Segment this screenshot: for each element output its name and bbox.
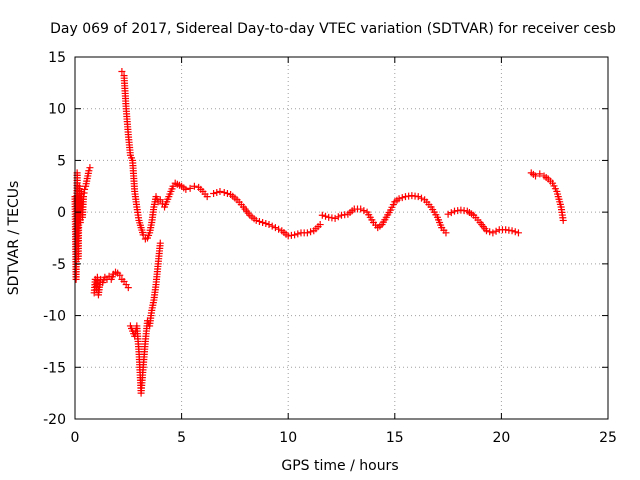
data-point xyxy=(442,229,450,237)
data-point xyxy=(316,221,324,229)
data-point xyxy=(482,227,490,235)
data-point xyxy=(252,216,260,224)
x-tick-label: 20 xyxy=(492,430,510,446)
data-point xyxy=(492,227,500,235)
y-tick-label: 15 xyxy=(48,50,66,66)
data-point xyxy=(262,220,270,228)
data-point xyxy=(447,209,455,217)
data-point xyxy=(395,195,403,203)
data-series xyxy=(71,67,567,397)
data-point xyxy=(216,187,224,195)
y-tick-label: -20 xyxy=(43,412,66,428)
data-point xyxy=(259,218,267,226)
data-point xyxy=(414,193,422,201)
data-point xyxy=(182,185,190,193)
data-point xyxy=(85,167,93,175)
plot-frame xyxy=(74,56,609,420)
data-point xyxy=(322,212,330,220)
data-point xyxy=(398,194,406,202)
y-tick-label: -10 xyxy=(43,309,66,325)
data-point xyxy=(331,214,339,222)
x-axis-label: GPS time / hours xyxy=(281,458,398,474)
y-axis-label: SDTVAR / TECUs xyxy=(6,181,22,296)
data-point xyxy=(444,210,452,218)
chart-title: Day 069 of 2017, Sidereal Day-to-day VTE… xyxy=(50,21,616,37)
data-point xyxy=(220,188,228,196)
data-point xyxy=(186,184,194,192)
data-point xyxy=(294,230,302,238)
data-point xyxy=(334,213,342,221)
data-point xyxy=(357,205,365,213)
y-tick-label: -15 xyxy=(43,360,66,376)
data-point xyxy=(213,188,221,196)
data-point xyxy=(271,224,279,232)
data-point xyxy=(265,221,273,229)
data-point xyxy=(116,271,124,279)
data-point xyxy=(124,284,132,292)
data-point xyxy=(255,217,263,225)
x-tick-label: 25 xyxy=(599,430,617,446)
x-tick-label: 5 xyxy=(177,430,186,446)
data-point xyxy=(536,170,544,178)
data-point xyxy=(291,231,299,239)
x-tick-label: 15 xyxy=(386,430,404,446)
data-point xyxy=(360,207,368,215)
y-tick-label: 10 xyxy=(48,102,66,118)
data-point xyxy=(489,229,497,237)
data-point xyxy=(514,229,522,237)
data-point xyxy=(268,222,276,230)
x-axis-ticks: 0 5 10 15 20 25 xyxy=(71,57,617,446)
data-point xyxy=(417,194,425,202)
data-point xyxy=(156,196,164,204)
data-point xyxy=(511,228,519,236)
data-point xyxy=(81,185,89,193)
y-tick-label: 0 xyxy=(57,205,66,221)
data-point xyxy=(156,239,164,247)
data-point xyxy=(118,67,126,75)
x-tick-label: 10 xyxy=(279,430,297,446)
data-point xyxy=(275,225,283,233)
data-point xyxy=(210,190,218,198)
data-point xyxy=(223,190,231,198)
data-point xyxy=(532,172,540,180)
y-tick-label: 5 xyxy=(57,153,66,169)
data-point xyxy=(318,211,326,219)
data-point xyxy=(303,229,311,237)
data-point xyxy=(190,182,198,190)
data-point xyxy=(307,228,315,236)
x-tick-label: 0 xyxy=(71,430,80,446)
data-point xyxy=(559,216,567,224)
y-tick-label: -5 xyxy=(52,257,66,273)
data-point xyxy=(203,193,211,201)
y-axis-ticks: 15 10 5 0 -5 -10 -15 -20 xyxy=(43,50,608,428)
data-point xyxy=(508,227,516,235)
data-point xyxy=(486,228,494,236)
data-point xyxy=(86,164,94,172)
